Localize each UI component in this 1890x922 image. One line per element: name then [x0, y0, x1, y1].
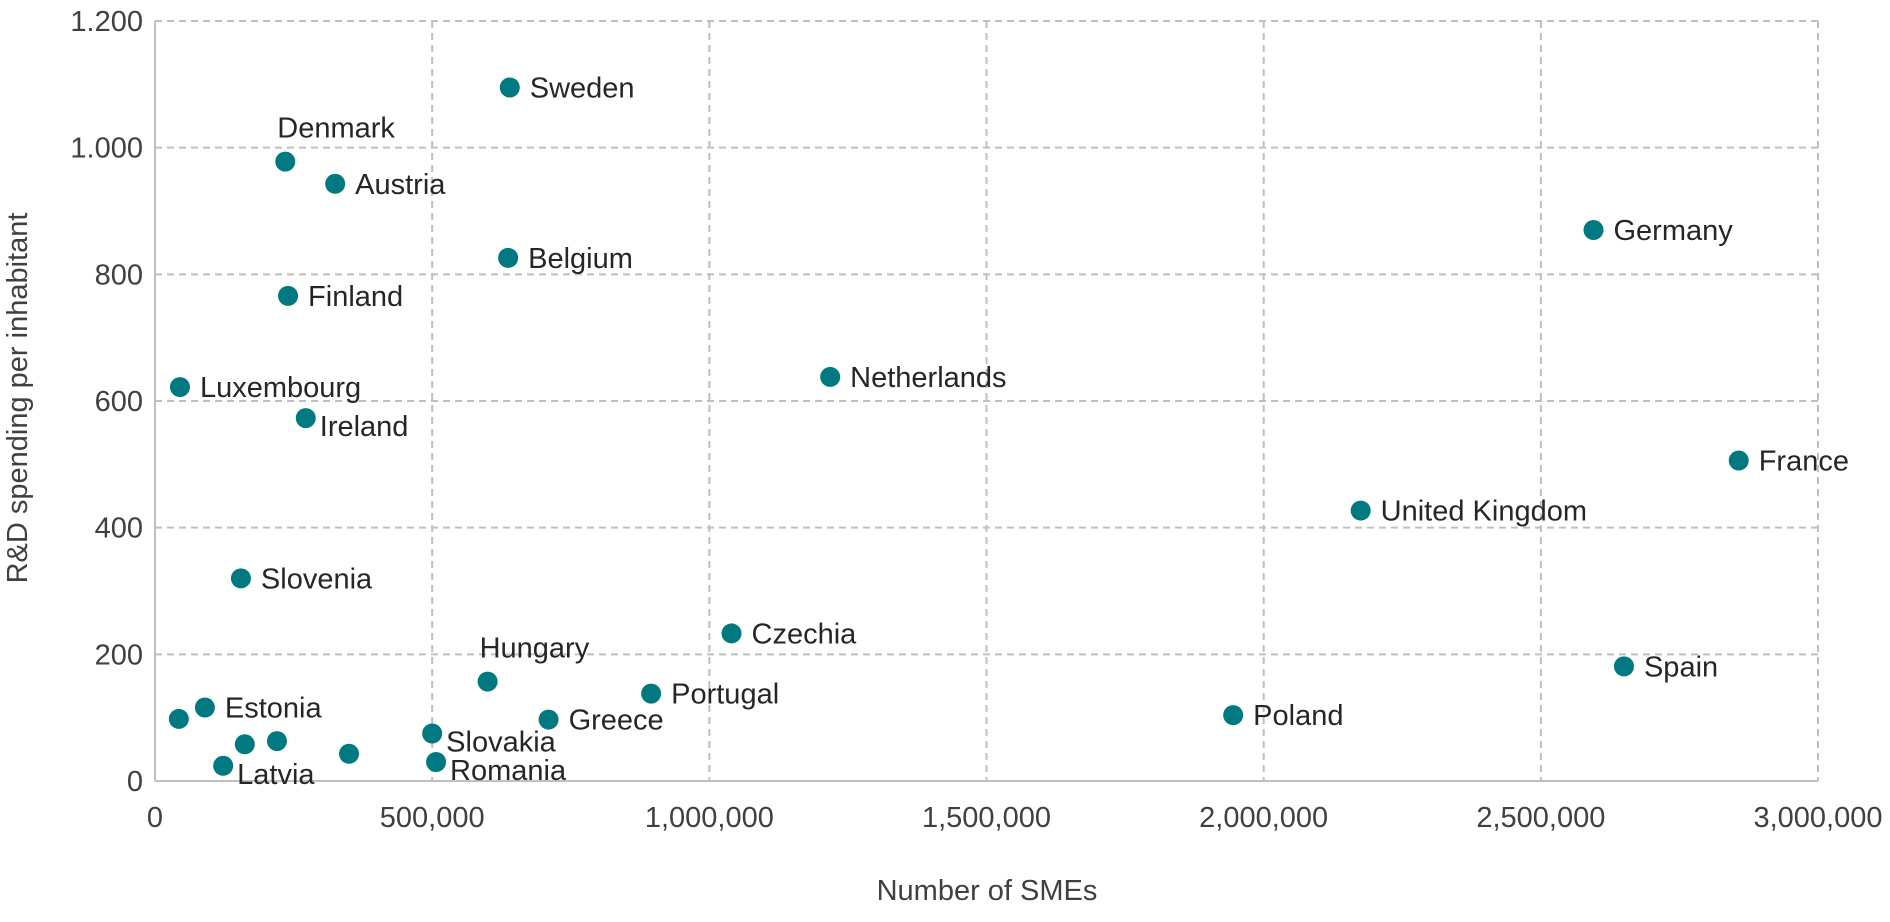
scatter-point: [538, 709, 559, 730]
data-label: Finland: [308, 281, 403, 313]
scatter-point: [721, 623, 742, 644]
data-label: Luxembourg: [200, 372, 361, 404]
data-label: Denmark: [277, 113, 395, 145]
scatter-point: [325, 173, 346, 194]
x-tick-label: 3,000,000: [1753, 802, 1882, 834]
scatter-point: [278, 285, 299, 306]
data-label: Latvia: [237, 759, 315, 791]
scatter-point: [426, 752, 447, 772]
data-label: United Kingdom: [1381, 496, 1587, 528]
data-label: Portugal: [671, 679, 779, 711]
data-label: Germany: [1613, 215, 1733, 247]
y-tick-label: 0: [127, 766, 143, 798]
data-label: Czechia: [752, 618, 858, 650]
scatter-point: [234, 734, 255, 755]
data-label: Netherlands: [850, 362, 1006, 394]
y-tick-label: 800: [95, 259, 143, 291]
y-tick-label: 1.200: [70, 6, 143, 38]
scatter-point: [1613, 656, 1634, 677]
y-tick-label: 600: [95, 386, 143, 418]
scatter-point: [477, 671, 498, 692]
scatter-point: [169, 377, 190, 398]
scatter-point: [230, 568, 251, 589]
data-label: Spain: [1644, 651, 1718, 683]
data-label: Poland: [1253, 700, 1343, 732]
x-tick-label: 500,000: [380, 802, 485, 834]
data-label: France: [1759, 446, 1849, 478]
scatter-point: [295, 408, 316, 429]
scatter-point: [422, 723, 443, 744]
data-label: Austria: [355, 169, 446, 201]
point-labels: Sweden Denmark Austria Belgium Finland German…: [200, 73, 1849, 791]
x-tick-label: 1,500,000: [922, 802, 1051, 834]
scatter-point: [641, 683, 662, 704]
data-label: Estonia: [225, 693, 323, 725]
x-axis-title: Number of SMEs: [877, 875, 1098, 907]
scatter-point: [275, 151, 296, 172]
data-label: Belgium: [528, 243, 633, 275]
y-tick-label: 200: [95, 639, 143, 671]
scatter-point: [1583, 220, 1604, 240]
data-label: Slovenia: [261, 563, 373, 595]
data-points: [168, 77, 1749, 776]
scatter-point: [266, 731, 287, 752]
grid-lines: [155, 20, 1819, 781]
scatter-point: [168, 708, 189, 729]
y-axis-title: R&D spending per inhabitant: [2, 213, 34, 584]
data-label: Slovakia: [446, 727, 556, 759]
scatter-point: [339, 743, 360, 764]
data-label: Romania: [450, 755, 567, 787]
x-tick-label: 1,000,000: [645, 802, 774, 834]
scatter-point: [820, 366, 841, 387]
scatter-point: [1223, 705, 1244, 726]
scatter-point: [213, 755, 234, 776]
y-tick-label: 400: [95, 513, 143, 545]
data-label: Ireland: [320, 411, 409, 443]
axes: 0 200 400 600 800 1.000 1.200 0 500,000 1,000,000…: [70, 6, 1882, 834]
x-tick-label: 0: [147, 802, 163, 834]
scatter-point: [1350, 500, 1371, 521]
x-tick-label: 2,000,000: [1199, 802, 1328, 834]
x-tick-label: 2,500,000: [1476, 802, 1605, 834]
scatter-point: [499, 77, 520, 98]
data-label: Greece: [569, 705, 664, 737]
scatter-point: [498, 247, 519, 268]
data-label: Sweden: [530, 73, 635, 105]
scatter-point: [194, 697, 215, 718]
data-label: Hungary: [480, 633, 590, 665]
y-tick-label: 1.000: [70, 133, 143, 165]
scatter-point: [1728, 450, 1749, 471]
